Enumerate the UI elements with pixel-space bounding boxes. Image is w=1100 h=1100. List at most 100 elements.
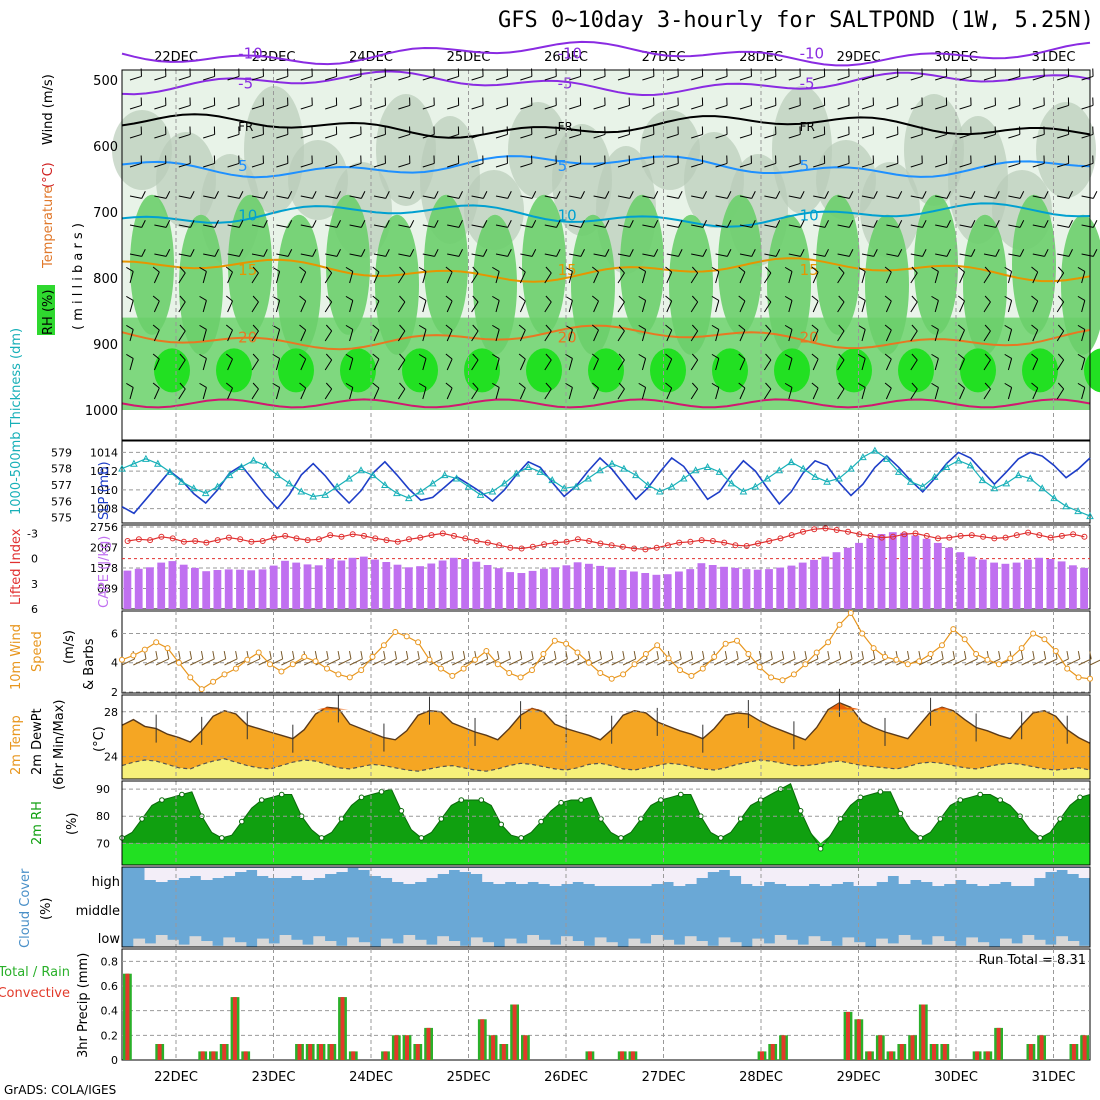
surface-wind-barb xyxy=(315,658,329,666)
wind-speed-point xyxy=(278,668,285,675)
precip-convective-bar xyxy=(1028,1044,1033,1060)
wind-barb xyxy=(593,224,606,228)
wind-barb xyxy=(739,224,752,228)
wind-barb xyxy=(1031,324,1039,331)
low-cloud-gap xyxy=(606,942,618,947)
low-cloud-gap xyxy=(707,945,720,947)
wind-barb xyxy=(690,330,699,342)
wind-barb xyxy=(593,253,606,257)
surface-wind-barb xyxy=(1089,650,1092,660)
thickness-point xyxy=(918,482,927,490)
wind-speed-point xyxy=(836,621,843,628)
thickness-point xyxy=(703,462,712,470)
wind-barb xyxy=(861,224,874,228)
panel-frame xyxy=(121,610,1091,694)
wind-barb xyxy=(446,387,453,400)
li-point xyxy=(169,535,176,542)
li-point xyxy=(923,532,930,539)
slp-tick: 1012 xyxy=(90,465,118,478)
wind-barb xyxy=(556,190,561,199)
low-cloud-gap xyxy=(549,944,562,947)
wind-barb xyxy=(447,104,459,110)
wind-barb xyxy=(531,190,537,199)
cape-bar xyxy=(911,535,920,609)
wind-barb xyxy=(422,195,435,199)
wind-barb xyxy=(690,388,699,400)
wind-barb xyxy=(252,324,259,332)
low-cloud-gap xyxy=(335,945,348,947)
thickness-point xyxy=(464,482,473,490)
wind-barb xyxy=(838,353,845,361)
li-point xyxy=(777,535,784,542)
wind-barb xyxy=(399,353,406,361)
wind-barb xyxy=(837,104,850,110)
wind-barb xyxy=(715,358,720,371)
wind-speed-point xyxy=(790,671,797,678)
surface-wind-barb xyxy=(200,650,204,660)
high-cloud-gap xyxy=(583,868,596,884)
temperature-line xyxy=(121,702,1091,744)
surface-wind-barb xyxy=(679,658,693,666)
wind-speed-point xyxy=(756,664,763,671)
wind-barb xyxy=(152,382,160,389)
cape-axis-label: CAPE (J/kg) xyxy=(97,536,112,608)
wind-speed-point xyxy=(1041,636,1048,643)
wind-barb xyxy=(788,224,801,228)
wind-barb xyxy=(910,133,923,139)
chart-title: GFS 0~10day 3-hourly for SALTPOND (1W, 5… xyxy=(497,8,1094,33)
wind-barb xyxy=(199,353,207,359)
wind-barb xyxy=(690,301,699,313)
wind-barb xyxy=(837,388,845,400)
wind-barb xyxy=(788,253,801,257)
wind-barb xyxy=(959,358,965,371)
wind-barb xyxy=(141,219,146,228)
rh-convective-column xyxy=(326,194,370,335)
wind-barb xyxy=(126,353,134,359)
wind-barb xyxy=(665,324,673,331)
cape-bar xyxy=(551,567,559,609)
wind-barb xyxy=(837,253,850,257)
wind-barb xyxy=(238,219,244,228)
wind-barb xyxy=(983,301,991,313)
precip-convective-bar xyxy=(620,1051,625,1060)
wind-barb xyxy=(957,266,965,273)
surface-wind-barb xyxy=(839,658,853,666)
precip-tick: 0.8 xyxy=(101,955,119,968)
wind-barb xyxy=(495,329,500,342)
wind-speed-point xyxy=(221,671,228,678)
wind-barb xyxy=(520,162,533,168)
wind-barb xyxy=(764,133,777,139)
rh-shade-95 xyxy=(836,348,872,393)
low-cloud-gap xyxy=(470,937,483,947)
wind-barb xyxy=(152,295,160,302)
wind-barb xyxy=(398,253,411,257)
wind-barb xyxy=(1092,190,1098,199)
thickness-point xyxy=(416,487,425,495)
temp-unit-label: (°C) xyxy=(92,726,107,752)
wind-barb xyxy=(397,359,406,371)
wind-barb xyxy=(203,104,215,110)
wind-barb xyxy=(838,382,845,390)
wind-speed-point xyxy=(1064,665,1071,672)
wind-speed-point xyxy=(802,661,809,668)
wind-barb xyxy=(520,133,533,139)
thickness-point xyxy=(524,462,533,470)
wind-barb xyxy=(227,358,233,371)
low-cloud-gap xyxy=(977,942,990,947)
wind-barb xyxy=(617,359,625,371)
wind-barb xyxy=(910,195,923,199)
wind-barb xyxy=(788,300,793,313)
wind-speed-point xyxy=(745,651,752,657)
wind-barb xyxy=(336,190,341,199)
wind-barb xyxy=(764,104,777,110)
wind-barb xyxy=(1056,272,1065,284)
high-cloud-gap xyxy=(651,868,663,884)
cape-bar xyxy=(438,560,447,609)
wind-speed-point xyxy=(1052,648,1059,654)
wind-barb xyxy=(1077,382,1086,388)
thickness-point xyxy=(488,487,497,495)
wind-barb xyxy=(251,162,264,168)
surface-wind-barb xyxy=(1089,659,1100,666)
temperature-contour xyxy=(121,257,1091,283)
wind-unit-label: (m/s) xyxy=(62,630,77,664)
